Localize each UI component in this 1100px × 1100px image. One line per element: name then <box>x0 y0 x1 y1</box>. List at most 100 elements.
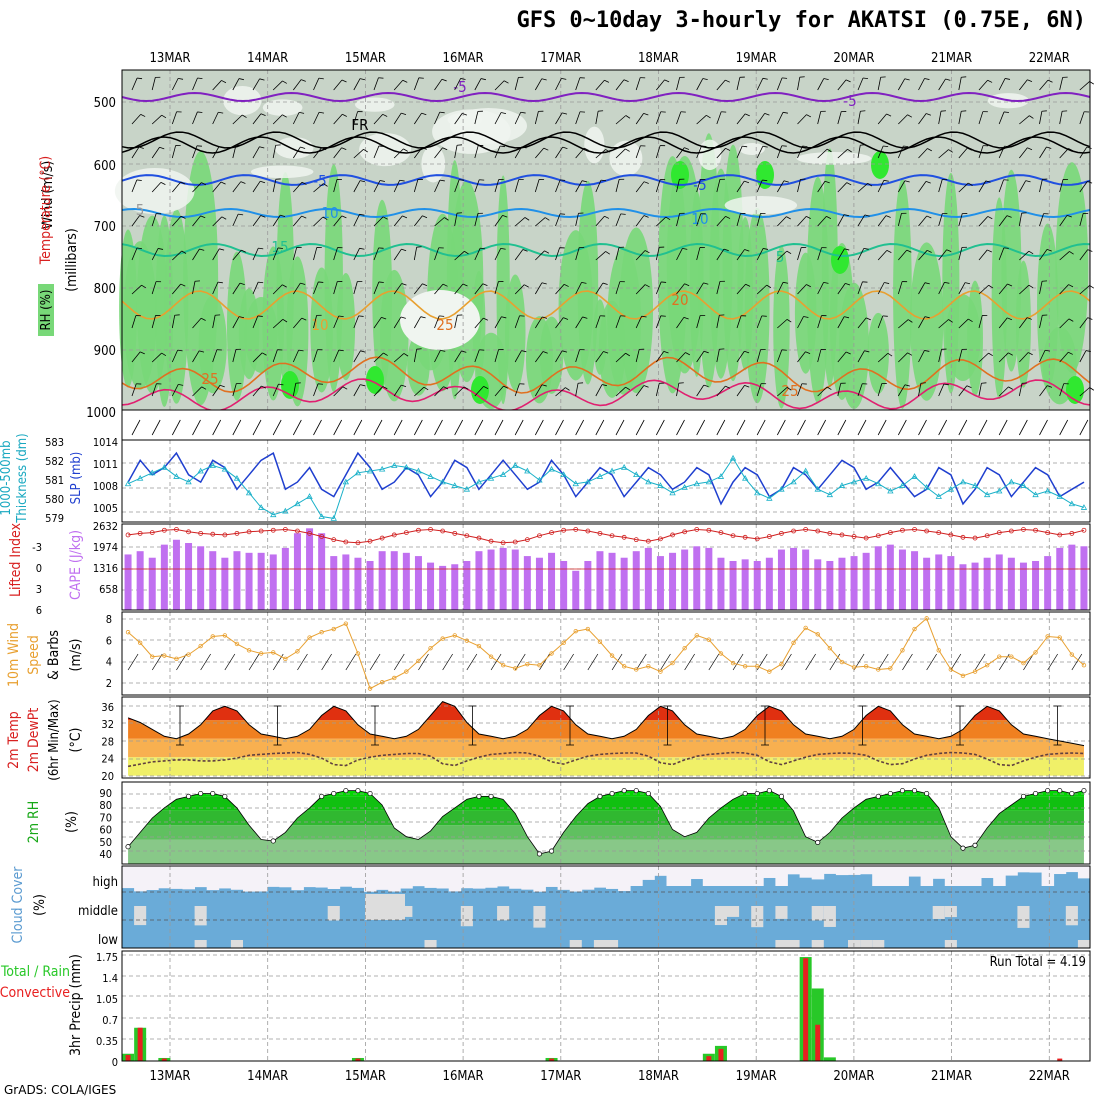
wind-barb <box>520 111 526 114</box>
lifted-index-point <box>1057 532 1063 538</box>
wind-barb <box>885 215 891 218</box>
wind-barb <box>845 79 851 83</box>
wind-speed-point <box>900 648 905 653</box>
isotherm-line <box>121 356 1091 394</box>
wind-barb <box>373 216 384 227</box>
wind-barb <box>817 111 822 125</box>
wind-barb <box>239 316 245 319</box>
wind-barb <box>1071 653 1083 671</box>
upper-air-panel: -5-5FR-5-5101015520252510525500600700800… <box>86 70 1095 441</box>
date-label-bottom: 16MAR <box>443 1069 484 1084</box>
wind-barb <box>736 283 746 295</box>
thickness-point <box>596 473 604 479</box>
cape-bar <box>1032 560 1040 610</box>
wind-barb <box>555 419 564 436</box>
wind-barb <box>1079 419 1089 436</box>
wind-barb <box>151 315 156 329</box>
wind-barb <box>1044 349 1051 352</box>
thickness-point <box>862 474 870 481</box>
cloud-gap-high <box>956 866 970 886</box>
wind-barb <box>924 282 930 285</box>
wind-barb <box>897 180 906 193</box>
wind-barb <box>1008 352 1013 356</box>
wind-barb <box>292 112 300 125</box>
wind-barb <box>998 386 1009 397</box>
wind-speed-point <box>682 645 687 651</box>
wind-barb <box>534 111 539 125</box>
wind-barb <box>918 350 925 363</box>
wind-barb <box>998 247 1005 261</box>
wind-barb <box>521 350 527 353</box>
wind-speed-point <box>1045 634 1050 639</box>
thickness-point <box>741 474 749 481</box>
wind-barb <box>756 383 762 397</box>
wind-barb <box>258 247 264 250</box>
wind-barb <box>777 387 788 397</box>
wind-barb <box>258 281 264 284</box>
wind-barb <box>373 77 379 91</box>
precip-conv-bar <box>355 1058 361 1061</box>
wind-barb <box>802 145 808 147</box>
wind-barb <box>1047 385 1053 388</box>
cloud-gap-high <box>618 866 631 892</box>
rh-area <box>1015 260 1031 388</box>
wind-speed-point <box>137 640 143 646</box>
dry-area <box>262 99 303 116</box>
ylabel-millibars: (millibars) <box>64 228 80 292</box>
thickness-point <box>136 474 144 481</box>
cloud-gap-low <box>787 940 800 948</box>
thickness-point <box>391 462 398 468</box>
wind-barb <box>413 179 419 193</box>
wind-barb <box>615 179 620 193</box>
cape-bar <box>850 556 858 610</box>
precip-panel: Run Total = 4.191.751.41.050.70.350 <box>96 951 1090 1069</box>
dry-area <box>698 139 722 171</box>
wind-barb <box>904 384 910 387</box>
wind-barb <box>151 147 160 159</box>
rh-area <box>336 272 356 381</box>
rh-point <box>125 844 131 850</box>
wind-barb <box>837 111 842 125</box>
wind-barb <box>998 215 1008 227</box>
wind-speed-point <box>912 626 917 632</box>
wind-barb <box>434 386 444 397</box>
wind-barb <box>884 282 890 284</box>
wind-barb <box>272 80 283 91</box>
wind-barb <box>683 316 689 320</box>
wind-barb <box>886 249 892 253</box>
ylabel-temp: Temperature (°C) <box>38 156 54 265</box>
wind-barb <box>200 317 206 321</box>
wind-barb <box>797 114 807 125</box>
cloud-gap-high <box>666 866 679 886</box>
ylabel-wind-speed: Speed <box>26 635 42 675</box>
cloud-gap-high <box>388 866 401 892</box>
lifted-index-point <box>658 536 663 542</box>
wind-barb <box>181 250 187 254</box>
wind-barb <box>333 386 344 397</box>
thickness-point <box>608 467 616 474</box>
lifted-index-point <box>1069 530 1075 536</box>
wind-barb <box>180 181 186 185</box>
wind-barb <box>897 384 906 397</box>
wind-barb <box>1039 281 1043 295</box>
wind-barb <box>442 283 448 287</box>
wind-barb <box>805 351 811 354</box>
thickness-point <box>536 476 543 483</box>
wind-barb <box>483 386 489 389</box>
wind-barb <box>837 283 846 295</box>
wind-barb <box>817 315 822 329</box>
wind-barb <box>161 114 167 119</box>
wind-barb <box>684 653 695 671</box>
wind-barb <box>401 112 407 115</box>
lifted-index-point <box>561 527 567 533</box>
wind-barb <box>341 79 347 83</box>
wind-barb <box>503 80 509 84</box>
thickness-point <box>1008 478 1015 485</box>
cape-bar <box>209 551 217 610</box>
wind-barb <box>534 179 540 193</box>
thickness-tick: 583 <box>45 436 64 449</box>
cape-bar <box>814 559 822 610</box>
wind-barb <box>177 349 183 352</box>
wind-barb <box>514 383 520 397</box>
